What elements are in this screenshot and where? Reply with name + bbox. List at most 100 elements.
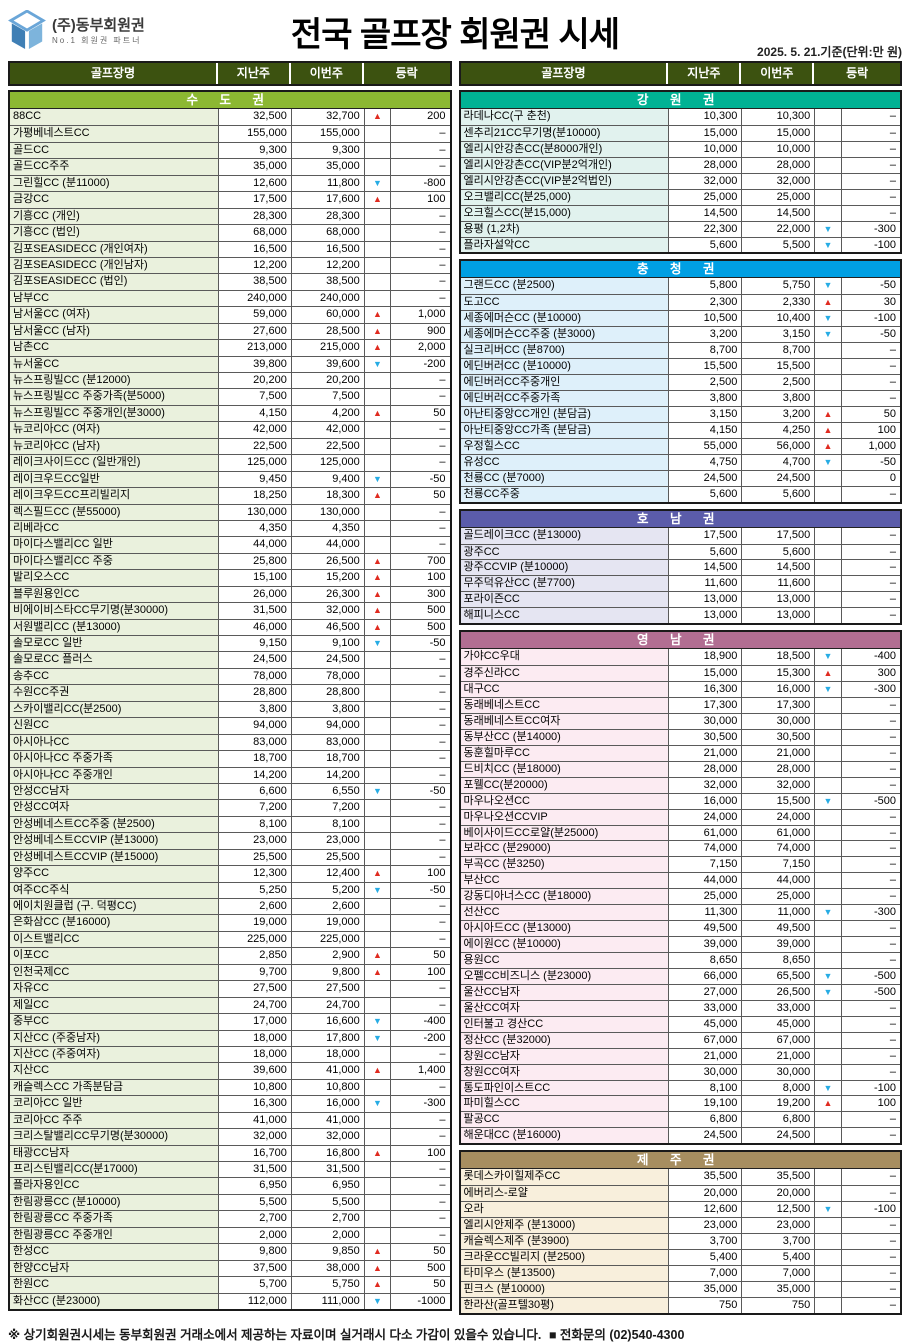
this-week-cell: 22,000 — [741, 221, 815, 237]
table-row: 지산CC (주중여자) 18,000 18,000– — [10, 1045, 450, 1063]
change-value-cell: – — [390, 849, 450, 866]
last-week-cell: 17,300 — [668, 698, 742, 713]
change-value-cell: -500 — [840, 984, 900, 1000]
change-value-cell: 100 — [390, 570, 450, 586]
up-arrow-icon: ▲ — [373, 342, 382, 353]
table-row: 인터불고 경산CC 45,000 45,000– — [460, 1015, 900, 1032]
change-arrow-cell — [363, 997, 391, 1014]
last-week-cell: 46,000 — [217, 619, 291, 635]
this-week-cell: 2,600 — [290, 899, 364, 915]
last-week-cell: 125,000 — [217, 455, 291, 471]
table-row: 도고CC 2,300 2,330 ▲ 30 — [460, 294, 900, 311]
change-arrow-cell — [363, 701, 391, 718]
change-arrow-cell — [814, 873, 841, 889]
down-arrow-icon: ▼ — [823, 651, 833, 662]
down-arrow-icon: ▼ — [823, 329, 833, 340]
last-week-cell: 19,000 — [217, 915, 291, 931]
course-name-cell: 창원CC남자 — [460, 1048, 669, 1064]
table-row: 오라 12,600 12,500 ▼ -100 — [460, 1201, 900, 1218]
this-week-cell: 15,000 — [741, 125, 815, 141]
change-value-cell: – — [390, 1162, 450, 1178]
last-week-cell: 8,100 — [668, 1080, 742, 1096]
change-value-cell: – — [840, 173, 900, 189]
course-name-cell: 엘리시안강촌CC(VIP분2억법인) — [460, 173, 669, 189]
change-value-cell: – — [390, 816, 450, 833]
change-arrow-cell — [363, 159, 391, 175]
table-row: 스카이밸리CC(분2500) 3,800 3,800– — [10, 700, 450, 718]
change-value-cell: – — [840, 1048, 900, 1064]
up-arrow-icon: ▲ — [823, 297, 833, 308]
last-week-cell: 68,000 — [217, 225, 291, 241]
last-week-cell: 74,000 — [668, 841, 742, 857]
table-row: 용원CC 8,650 8,650– — [460, 952, 900, 968]
table-row: 송추CC 78,000 78,000– — [10, 667, 450, 685]
change-value-cell: 500 — [390, 619, 450, 635]
change-value-cell: -1000 — [390, 1293, 450, 1309]
section-jeju: 제 주 권 롯데스카이힐제주CC 35,500 35,500– 에버리스-로얄 20,00… — [458, 1150, 902, 1315]
last-week-cell: 3,800 — [668, 391, 742, 406]
last-week-cell: 17,500 — [668, 527, 742, 544]
course-name-cell: 에버리스-로얄 — [460, 1186, 669, 1202]
change-value-cell: -100 — [840, 311, 900, 327]
change-arrow-cell: ▼ — [814, 968, 841, 984]
change-arrow-cell — [363, 1129, 391, 1145]
change-arrow-cell — [363, 668, 391, 685]
up-arrow-icon: ▲ — [373, 950, 382, 961]
last-week-cell: 32,000 — [217, 1129, 291, 1145]
change-arrow-cell — [814, 173, 841, 189]
change-arrow-cell: ▼ — [814, 454, 841, 470]
table-row: 프리스틴밸리CC(분17000) 31,500 31,500– — [10, 1161, 450, 1178]
change-value-cell: – — [390, 701, 450, 718]
last-week-cell: 16,500 — [217, 241, 291, 257]
change-arrow-cell: ▼ — [363, 1030, 391, 1046]
last-week-cell: 9,150 — [217, 636, 291, 652]
up-arrow-icon: ▲ — [373, 1065, 382, 1076]
this-week-cell: 35,500 — [741, 1169, 815, 1186]
change-value-cell: – — [390, 1129, 450, 1145]
change-arrow-cell — [814, 1249, 841, 1265]
change-value-cell: – — [390, 718, 450, 734]
this-week-cell: 16,000 — [741, 682, 815, 697]
this-week-cell: 26,500 — [290, 553, 364, 570]
change-value-cell: – — [390, 290, 450, 307]
last-week-cell: 213,000 — [217, 340, 291, 356]
course-name-cell: 양주CC — [10, 866, 218, 882]
last-week-cell: 13,000 — [668, 608, 742, 624]
change-value-cell: – — [840, 375, 900, 390]
down-arrow-icon: ▼ — [373, 358, 382, 369]
column-header-name: 골프장명 — [10, 63, 218, 84]
table-row: 자유CC 27,500 27,500– — [10, 980, 450, 997]
last-week-cell: 7,000 — [668, 1265, 742, 1281]
last-week-cell: 9,450 — [217, 471, 291, 488]
course-name-cell: 타미우스 (분13500) — [460, 1265, 669, 1281]
course-name-cell: 이포CC — [10, 948, 218, 964]
change-arrow-cell: ▲ — [363, 570, 391, 586]
this-week-cell: 10,000 — [741, 141, 815, 157]
last-week-cell: 15,000 — [668, 125, 742, 141]
last-week-cell: 31,500 — [217, 603, 291, 619]
table-row: 세종에머슨CC (분10000) 10,500 10,400 ▼ -100 — [460, 310, 900, 327]
section-honam: 호 남 권 골드레이크CC (분13000) 17,500 17,500– 광주CC 5,… — [458, 508, 902, 626]
last-week-cell: 15,000 — [668, 666, 742, 682]
course-name-cell: 한원CC — [10, 1277, 218, 1293]
change-arrow-cell: ▼ — [363, 882, 391, 898]
change-value-cell: -400 — [840, 649, 900, 666]
last-week-cell: 13,000 — [668, 592, 742, 608]
up-arrow-icon: ▲ — [373, 325, 382, 336]
this-week-cell: 5,600 — [741, 486, 815, 502]
change-arrow-cell — [363, 257, 391, 274]
this-week-cell: 4,250 — [741, 422, 815, 438]
course-name-cell: 태광CC남자 — [10, 1145, 218, 1161]
table-row: 김포SEASIDECC (개인남자) 12,200 12,200– — [10, 256, 450, 274]
this-week-cell: 5,600 — [741, 544, 815, 560]
table-row: 오펠CC비즈니스 (분23000) 66,000 65,500 ▼ -500 — [460, 967, 900, 984]
last-week-cell: 10,000 — [668, 141, 742, 157]
table-row: 용평 (1,2차) 22,300 22,000 ▼ -300 — [460, 220, 900, 237]
page-header: (주)동부회원권 No.1 회원권 파트너 전국 골프장 회원권 시세 2025… — [0, 0, 910, 61]
change-value-cell: – — [390, 504, 450, 520]
change-arrow-cell — [814, 1169, 841, 1186]
change-value-cell: – — [390, 225, 450, 241]
table-row: 엘리시안제주 (분13000) 23,000 23,000– — [460, 1217, 900, 1233]
table-row: 유성CC 4,750 4,700 ▼ -50 — [460, 453, 900, 470]
table-row: 파미힐스CC 19,100 19,200 ▲ 100 — [460, 1095, 900, 1112]
